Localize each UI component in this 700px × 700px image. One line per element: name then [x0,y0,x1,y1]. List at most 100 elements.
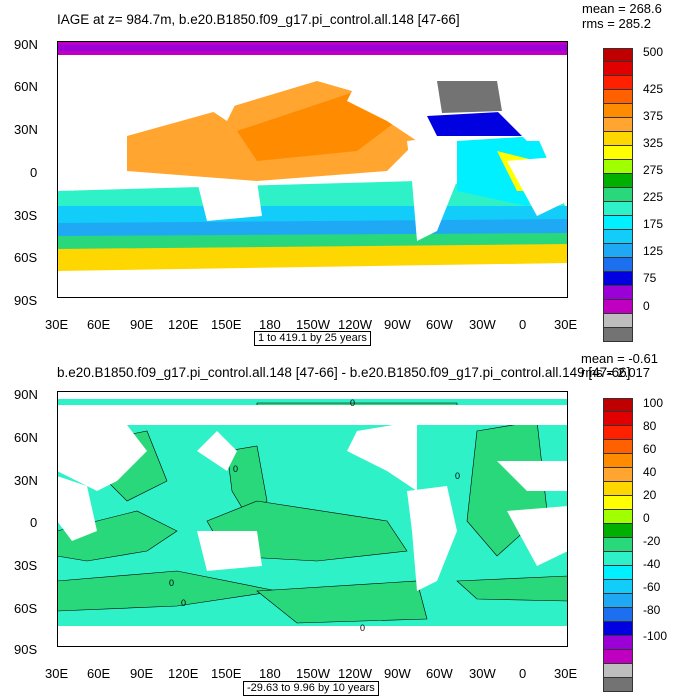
lon-label: 180 [259,666,281,681]
colorbar-label: 75 [643,271,657,285]
africa-landmass [57,476,97,541]
lon-label: 180 [259,317,281,332]
colorbar-label: 175 [643,217,664,231]
lat-label: 0 [30,515,38,530]
lat-label: 90N [14,387,38,402]
panel1-rms: rms = 285.2 [582,16,652,31]
lat-label: 90S [14,293,38,308]
colorbar-label: 60 [643,442,657,456]
panel2-rms: rms = 2.017 [581,365,651,380]
panel2-title: b.e20.B1850.f09_g17.pi_control.all.148 [… [57,365,631,380]
pacific-core-region [237,91,397,161]
panel2-frame [57,391,568,647]
contour-label: 0 [169,578,175,588]
europe-landmass [497,461,568,491]
lon-label: 90E [130,666,154,681]
lon-label: 30E [554,317,578,332]
contour-label: 0 [350,398,356,408]
lon-label: 120E [168,317,199,332]
lat-label: 60N [14,79,38,94]
south-america-landmass [407,486,457,591]
lon-label: 30E [45,317,69,332]
lon-label: 150E [211,666,242,681]
colorbar-label: 275 [643,163,664,177]
colorbar-label: 40 [643,465,657,479]
australia-landmass [197,181,262,221]
lat-label: 30S [14,208,38,223]
panel2-map: 0 0 0 0 0 0 [57,391,568,647]
contour-region [57,570,278,612]
lon-label: 60W [426,317,453,332]
colorbar-label: 100 [643,396,664,410]
south-america-landmass [407,136,457,241]
africa-east-landmass [507,506,568,566]
north-america-landmass [347,71,417,141]
panel2-colorbar [603,398,633,692]
lat-label: 60N [14,430,38,445]
contour-label: 0 [455,471,461,481]
lon-label: 30E [554,666,578,681]
contour-label: 0 [181,598,187,608]
lon-label: 150E [211,317,242,332]
contour-region [256,580,428,624]
southern-band-4 [57,244,568,271]
contour-region [456,575,568,602]
panel2-map-svg [57,391,568,647]
colorbar-label: 375 [643,109,664,123]
colorbar-label: 80 [643,419,657,433]
lon-label: 120W [338,666,372,681]
contour-label: 0 [233,464,239,474]
eurasia-landmass [57,75,147,141]
africa-landmass [57,126,97,191]
lat-label: 60S [14,601,38,616]
africa-east-landmass [507,156,568,216]
lat-label: 90S [14,642,38,657]
panel1-frame [57,41,568,298]
australia-landmass [197,531,262,571]
lon-label: 150W [296,666,330,681]
europe-landmass [497,111,568,141]
ocean-band [57,45,568,51]
japan-landmass [197,81,237,121]
north-atlantic-region [427,111,527,136]
antarctica-landmass [57,626,568,647]
colorbar-label: 125 [643,244,664,258]
eurasia-landmass [57,425,147,491]
colorbar-label: 325 [643,136,664,150]
lon-label: 90E [130,317,154,332]
lon-label: 90W [384,666,411,681]
lat-label: 90N [14,37,38,52]
lon-label: 60W [426,666,453,681]
colorbar-label: 0 [643,299,650,313]
colorbar-label: 500 [643,45,664,59]
lon-label: 30W [469,666,496,681]
lat-label: 0 [30,165,38,180]
colorbar-label: 20 [643,488,657,502]
colorbar-label: 425 [643,82,664,96]
lon-label: 0 [519,317,527,332]
colorbar-label: 225 [643,190,664,204]
colorbar-label: -80 [643,603,661,617]
panel1-map [57,41,568,298]
lat-label: 30N [14,473,38,488]
panel2-mean: mean = -0.61 [581,351,658,366]
panel1-mean: mean = 268.6 [582,1,662,16]
lon-label: 90W [384,317,411,332]
lon-label: 120E [168,666,199,681]
colorbar-label: -100 [643,629,668,643]
japan-landmass [197,431,237,471]
lon-label: 60E [87,666,111,681]
lon-label: 0 [519,666,527,681]
panel2-contour-info: -29.63 to 9.96 by 10 years [243,681,379,696]
panel1-contour-info: 1 to 419.1 by 25 years [254,331,371,346]
lon-label: 150W [296,317,330,332]
lon-label: 60E [87,317,111,332]
colorbar-label: 0 [643,511,650,525]
panel1-colorbar [603,48,633,342]
colorbar-label: -60 [643,580,661,594]
contour-label: 0 [360,623,366,633]
arctic-grey-region [437,81,502,113]
panel1-map-svg [57,41,568,298]
lon-label: 30W [469,317,496,332]
lon-label: 30E [45,666,69,681]
